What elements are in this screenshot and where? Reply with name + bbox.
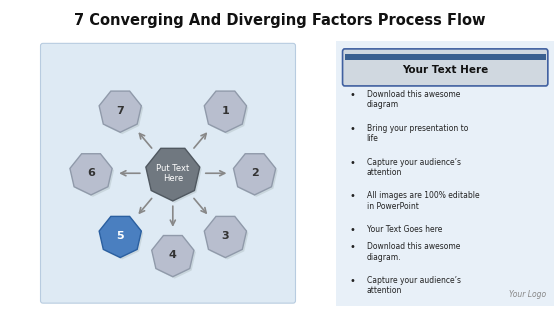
Polygon shape [204, 216, 246, 258]
FancyBboxPatch shape [334, 38, 557, 308]
Text: 2: 2 [251, 168, 259, 178]
Polygon shape [206, 218, 249, 260]
Text: 3: 3 [222, 231, 229, 241]
Text: 5: 5 [116, 231, 124, 241]
Polygon shape [101, 218, 143, 260]
Text: 7 Converging And Diverging Factors Process Flow: 7 Converging And Diverging Factors Proce… [74, 13, 486, 28]
FancyBboxPatch shape [345, 54, 545, 60]
Text: 4: 4 [169, 250, 177, 260]
Text: Your Text Here: Your Text Here [402, 65, 488, 75]
Polygon shape [206, 93, 249, 134]
Text: Download this awesome
diagram.: Download this awesome diagram. [367, 242, 460, 262]
Text: •: • [349, 242, 355, 252]
Polygon shape [101, 93, 143, 134]
Text: •: • [349, 124, 355, 134]
Text: 7: 7 [116, 106, 124, 116]
Polygon shape [234, 154, 276, 195]
FancyBboxPatch shape [40, 43, 296, 303]
Text: All images are 100% editable
in PowerPoint: All images are 100% editable in PowerPoi… [367, 192, 479, 211]
Polygon shape [70, 154, 112, 195]
Text: Your Text Goes here: Your Text Goes here [367, 225, 442, 234]
Polygon shape [153, 238, 196, 278]
Polygon shape [204, 91, 246, 132]
Text: •: • [349, 192, 355, 202]
Polygon shape [72, 156, 114, 197]
Polygon shape [152, 236, 194, 277]
Text: •: • [349, 225, 355, 235]
Polygon shape [146, 148, 200, 201]
Text: Download this awesome
diagram: Download this awesome diagram [367, 90, 460, 109]
Text: •: • [349, 90, 355, 100]
Text: Bring your presentation to
life: Bring your presentation to life [367, 124, 468, 143]
Text: Your Logo: Your Logo [508, 290, 545, 299]
Text: Put Text: Put Text [156, 164, 189, 174]
FancyBboxPatch shape [343, 49, 548, 86]
Polygon shape [99, 91, 141, 132]
Polygon shape [99, 216, 141, 258]
Text: •: • [349, 276, 355, 286]
Text: Capture your audience’s
attention: Capture your audience’s attention [367, 158, 460, 177]
Text: 1: 1 [222, 106, 229, 116]
Polygon shape [148, 150, 202, 203]
Polygon shape [235, 156, 278, 197]
Text: 6: 6 [87, 168, 95, 178]
Text: Here: Here [163, 174, 183, 183]
Text: •: • [349, 158, 355, 168]
Text: Capture your audience’s
attention: Capture your audience’s attention [367, 276, 460, 295]
